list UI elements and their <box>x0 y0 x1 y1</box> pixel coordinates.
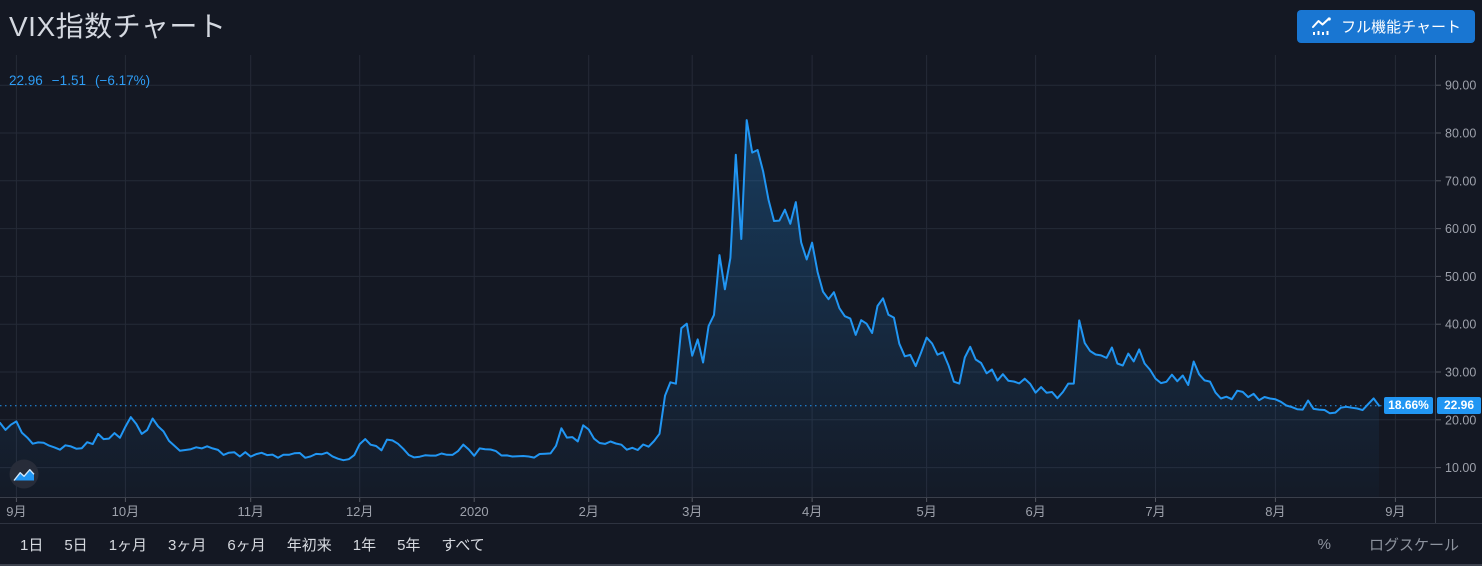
percent-scale-button[interactable]: % <box>1312 535 1337 554</box>
price-chart-svg[interactable]: 90.00 80.00 70.00 60.00 50.00 40.00 30.00 20.00… <box>0 55 1482 523</box>
percent-change-badge: 18.66% <box>1384 397 1433 414</box>
range-button-7[interactable]: 1年 <box>352 532 377 557</box>
x-axis-label: 2月 <box>579 504 599 519</box>
range-button-1[interactable]: 1日 <box>19 532 44 557</box>
quote-last: 22.96 <box>9 73 43 88</box>
range-button-8[interactable]: 5年 <box>396 532 421 557</box>
price-line <box>0 119 1380 462</box>
range-button-6[interactable]: 年初来 <box>286 532 333 557</box>
x-axis-label: 2020 <box>460 504 489 519</box>
y-axis-label: 20.00 <box>1445 413 1476 427</box>
x-axis-label: 9月 <box>1385 504 1405 519</box>
range-button-2[interactable]: 5日 <box>63 532 88 557</box>
y-axis-label: 50.00 <box>1445 270 1476 284</box>
y-axis-label: 10.00 <box>1445 461 1476 475</box>
y-axis-label: 60.00 <box>1445 222 1476 236</box>
full-chart-button-label: フル機能チャート <box>1341 19 1461 36</box>
x-axis-label: 3月 <box>682 504 702 519</box>
x-axis-label: 4月 <box>802 504 822 519</box>
header: VIX指数チャート フル機能チャート <box>0 0 1482 55</box>
page-title: VIX指数チャート <box>9 11 227 42</box>
area-fill <box>0 120 1379 497</box>
y-axis-label: 30.00 <box>1445 366 1476 380</box>
y-axis-label: 90.00 <box>1445 79 1476 93</box>
scale-toggles: % ログスケール <box>1312 533 1482 556</box>
quote-line: 22.96 −1.51 (−6.17%) <box>9 73 159 88</box>
range-button-4[interactable]: 3ヶ月 <box>167 532 207 557</box>
area-chart-icon <box>14 469 34 481</box>
range-buttons: 1日 5日 1ヶ月 3ヶ月 6ヶ月 年初来 1年 5年 すべて <box>0 532 486 557</box>
range-button-9[interactable]: すべて <box>440 532 485 557</box>
price-series <box>0 119 1435 497</box>
series-style-button-bg <box>9 459 39 489</box>
x-axis-label: 10月 <box>112 504 139 519</box>
log-scale-button[interactable]: ログスケール <box>1363 533 1465 556</box>
range-button-5[interactable]: 6ヶ月 <box>226 532 266 557</box>
area-chart-icon-ridge <box>13 469 35 481</box>
x-axis-label: 12月 <box>346 504 373 519</box>
y-axis-label: 80.00 <box>1445 127 1476 141</box>
full-chart-button[interactable]: フル機能チャート <box>1297 10 1475 43</box>
x-axis-label: 8月 <box>1265 504 1285 519</box>
toolbar: 1日 5日 1ヶ月 3ヶ月 6ヶ月 年初来 1年 5年 すべて % ログスケール <box>0 523 1482 564</box>
axes: 90.00 80.00 70.00 60.00 50.00 40.00 30.00 20.00… <box>0 55 1482 523</box>
series-style-button[interactable] <box>9 459 39 489</box>
y-axis-label: 40.00 <box>1445 318 1476 332</box>
chart-area[interactable]: 90.00 80.00 70.00 60.00 50.00 40.00 30.00 20.00… <box>0 55 1482 523</box>
x-axis-label: 9月 <box>6 504 26 519</box>
x-axis-label: 6月 <box>1025 504 1045 519</box>
x-axis-label: 7月 <box>1145 504 1165 519</box>
line-chart-icon <box>1311 17 1332 36</box>
quote-change-pct: (−6.17%) <box>94 73 151 88</box>
x-axis-label: 5月 <box>916 504 936 519</box>
y-axis-label: 70.00 <box>1445 174 1476 188</box>
quote-change: −1.51 <box>51 73 86 88</box>
range-button-3[interactable]: 1ヶ月 <box>108 532 148 557</box>
x-axis-label: 11月 <box>237 504 264 519</box>
last-price-badge: 22.96 <box>1437 397 1481 414</box>
